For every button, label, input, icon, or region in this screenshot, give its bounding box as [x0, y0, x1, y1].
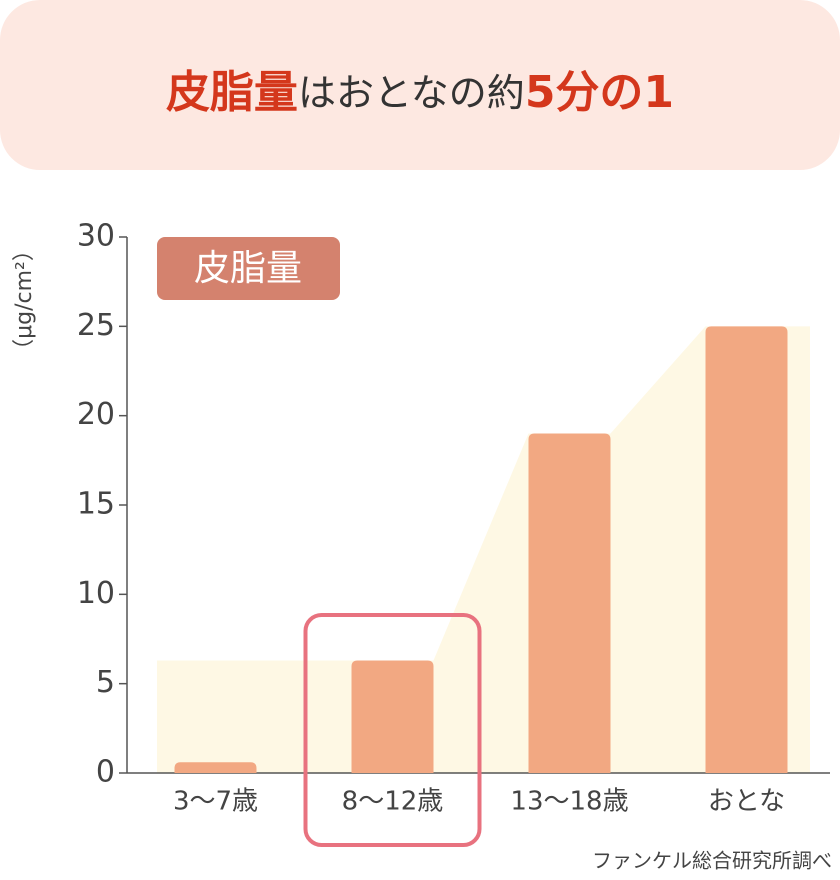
y-tick-label: 0: [96, 755, 115, 790]
bar: [351, 660, 434, 773]
y-axis-label: （μg/cm²）: [12, 239, 37, 361]
chart-title: 皮脂量はおとなの約5分の1: [166, 67, 674, 118]
title-part: 5分の1: [525, 67, 674, 118]
legend-label: 皮脂量: [194, 248, 302, 289]
x-tick-label: 13〜18歳: [510, 787, 628, 817]
y-tick-label: 30: [77, 219, 115, 254]
highlight-box: [303, 613, 482, 847]
title-part: はおとなの約: [298, 71, 525, 115]
source: ファンケル総合研究所調べ: [592, 849, 832, 873]
title-part: 皮脂量: [166, 67, 298, 118]
y-tick-label: 20: [77, 397, 115, 432]
y-tick-label: 5: [96, 665, 115, 700]
bar: [528, 433, 611, 773]
bar: [705, 326, 788, 773]
background-area: [157, 326, 810, 773]
y-tick-label: 15: [77, 487, 115, 522]
x-tick-label: 8〜12歳: [342, 787, 444, 817]
title-box: [0, 0, 840, 170]
bar: [174, 762, 257, 773]
y-tick-label: 10: [77, 576, 115, 611]
x-tick-label: おとな: [708, 787, 785, 817]
y-tick-label: 25: [77, 308, 115, 343]
legend-badge: [157, 237, 340, 300]
x-tick-label: 3〜7歳: [173, 787, 258, 817]
